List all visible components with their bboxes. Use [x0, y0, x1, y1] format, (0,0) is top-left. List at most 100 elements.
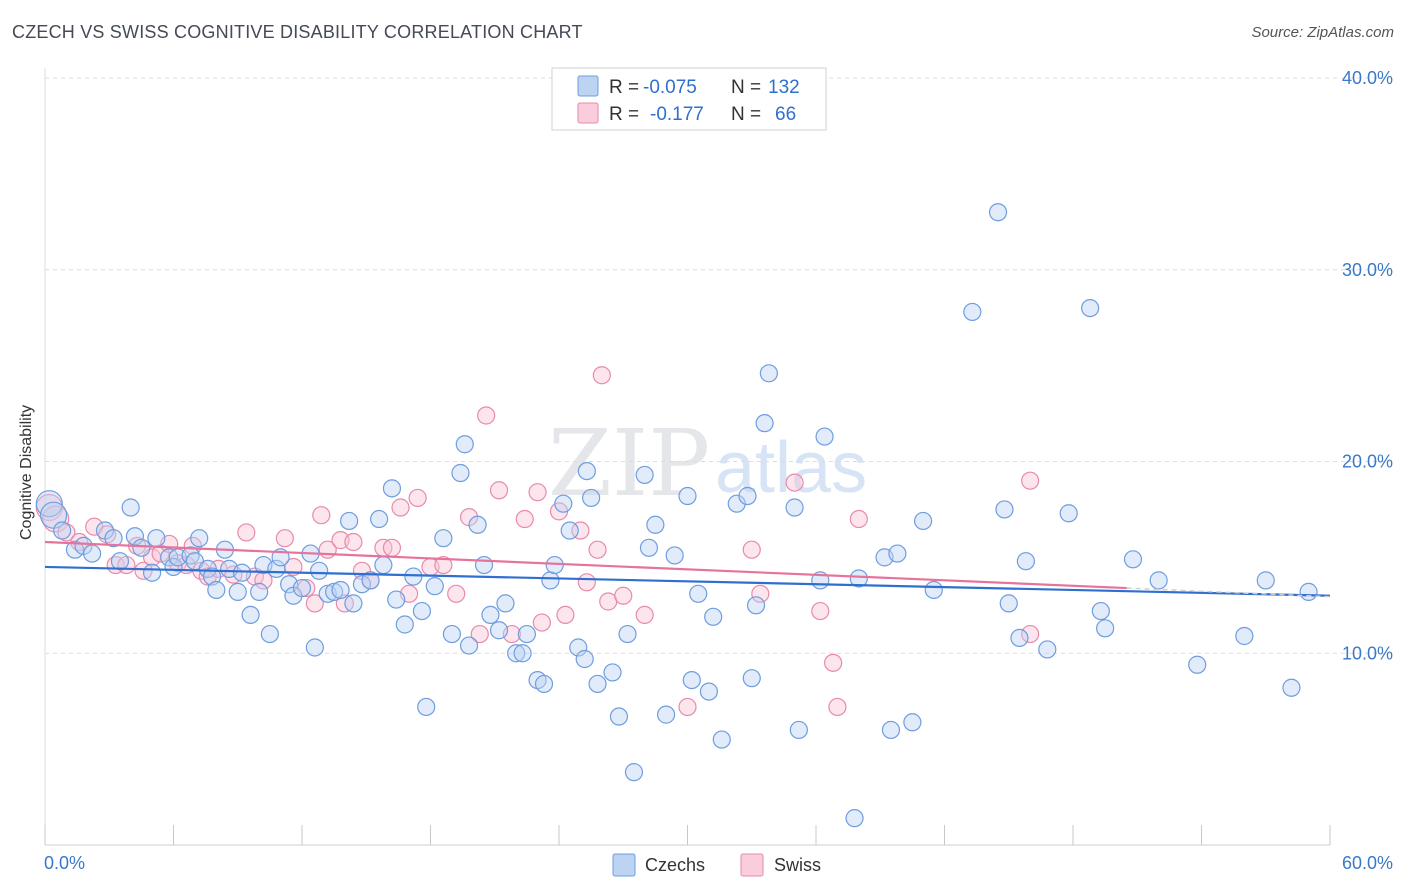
swiss-point-23	[275, 529, 294, 548]
y-tick-label-1: 20.0%	[1342, 452, 1393, 472]
swiss-point-47	[515, 509, 534, 529]
czechs-points	[35, 203, 1318, 828]
czechs-point-118	[1038, 640, 1057, 659]
czechs-point-30	[260, 624, 279, 644]
czechs-point-13	[147, 529, 166, 548]
czechs-point-22	[207, 580, 226, 600]
swiss-points	[35, 366, 1040, 717]
swiss-point-35	[382, 538, 402, 557]
czechs-point-59	[459, 636, 479, 655]
czechs-point-55	[434, 529, 453, 548]
y-tick-label-3: 40.0%	[1342, 68, 1393, 88]
czechs-point-60	[468, 515, 487, 534]
swiss-point-49	[532, 613, 551, 632]
axes	[44, 68, 1331, 846]
swiss-point-20	[237, 523, 256, 542]
czechs-point-0	[35, 490, 63, 518]
czechs-point-111	[924, 580, 943, 600]
czechs-point-128	[1282, 678, 1301, 697]
czechs-point-103	[815, 427, 834, 446]
czechs-point-110	[913, 511, 933, 531]
trend-lines	[44, 540, 1331, 598]
swiss-point-53	[577, 573, 596, 592]
czechs-point-91	[699, 682, 719, 701]
czechs-point-93	[712, 730, 731, 749]
czechs-point-112	[963, 302, 982, 322]
swiss-trend-line	[44, 540, 1127, 590]
watermark-atlas: atlas	[715, 428, 867, 508]
czechs-point-66	[513, 644, 532, 663]
czechs-point-117	[1016, 552, 1035, 571]
swiss-r-label: R =	[609, 104, 639, 125]
czechs-point-9	[121, 498, 140, 517]
czechs-point-70	[541, 571, 560, 590]
czechs-point-108	[888, 544, 907, 563]
watermark-zip: ZIP	[548, 410, 710, 517]
czechs-point-65	[507, 644, 526, 663]
czechs-point-82	[624, 763, 644, 782]
czechs-point-126	[1235, 626, 1254, 646]
czechs-n-label: N =	[731, 77, 761, 98]
swiss-point-51	[556, 605, 575, 625]
czechs-point-54	[425, 577, 444, 596]
swiss-point-41	[447, 584, 466, 603]
source-credit: Source: ZipAtlas.com	[1251, 24, 1394, 41]
czechs-point-125	[1188, 655, 1207, 674]
czechs-point-5	[83, 544, 102, 563]
czechs-point-109	[903, 713, 922, 732]
czechs-point-83	[635, 465, 654, 485]
x-tick-label-0: 0.0%	[44, 853, 85, 873]
czechs-point-63	[489, 621, 509, 640]
tick-labels: 10.0% 20.0% 30.0% 40.0% 0.0% 60.0%	[44, 68, 1393, 873]
swiss-point-31	[344, 532, 363, 552]
czechs-point-53	[417, 697, 436, 717]
swiss-point-44	[477, 406, 496, 425]
czechs-point-48	[382, 479, 402, 498]
czechs-point-64	[496, 594, 515, 613]
legend-swatch-czechs	[612, 853, 636, 877]
swiss-trend-extension	[1126, 587, 1331, 598]
czechs-point-11	[132, 538, 151, 557]
czechs-point-74	[569, 638, 588, 657]
swiss-point-45	[489, 481, 509, 500]
czechs-point-104	[849, 569, 868, 588]
swiss-point-63	[811, 601, 830, 621]
czechs-point-79	[603, 663, 622, 682]
czechs-stats-swatch	[577, 75, 599, 97]
swiss-point-66	[849, 509, 868, 529]
czechs-point-101	[789, 720, 808, 740]
swiss-r-value: -0.177	[650, 104, 704, 125]
czechs-point-75	[575, 649, 594, 669]
legend-swatch-swiss	[740, 853, 764, 877]
czechs-point-92	[704, 607, 723, 626]
swiss-n-value: 66	[775, 104, 796, 125]
czechs-point-116	[1010, 628, 1029, 648]
swiss-point-52	[571, 521, 590, 540]
swiss-point-61	[751, 584, 770, 603]
swiss-point-38	[408, 488, 427, 508]
y-tick-label-2: 30.0%	[1342, 260, 1393, 280]
czechs-point-49	[387, 590, 406, 609]
czechs-trend-line	[44, 565, 1331, 597]
czechs-point-121	[1096, 619, 1115, 638]
czechs-point-115	[999, 594, 1018, 613]
swiss-n-label: N =	[731, 104, 761, 125]
legend-label-swiss: Swiss	[774, 855, 821, 875]
czechs-point-124	[1149, 571, 1168, 590]
czechs-point-35	[292, 578, 312, 598]
swiss-point-57	[614, 586, 633, 605]
czechs-point-127	[1256, 571, 1275, 590]
czechs-point-105	[845, 809, 864, 828]
swiss-point-58	[635, 605, 654, 625]
czechs-point-78	[588, 674, 607, 694]
czechs-point-77	[582, 488, 601, 508]
swiss-point-60	[742, 540, 761, 559]
swiss-point-68	[1021, 624, 1040, 644]
czechs-point-43	[344, 594, 363, 613]
czechs-point-84	[639, 538, 659, 557]
czechs-point-86	[656, 705, 676, 724]
swiss-point-55	[592, 366, 611, 385]
legend-label-czechs: Czechs	[645, 855, 705, 875]
y-tick-label-0: 10.0%	[1342, 643, 1393, 663]
czechs-point-7	[104, 529, 123, 548]
